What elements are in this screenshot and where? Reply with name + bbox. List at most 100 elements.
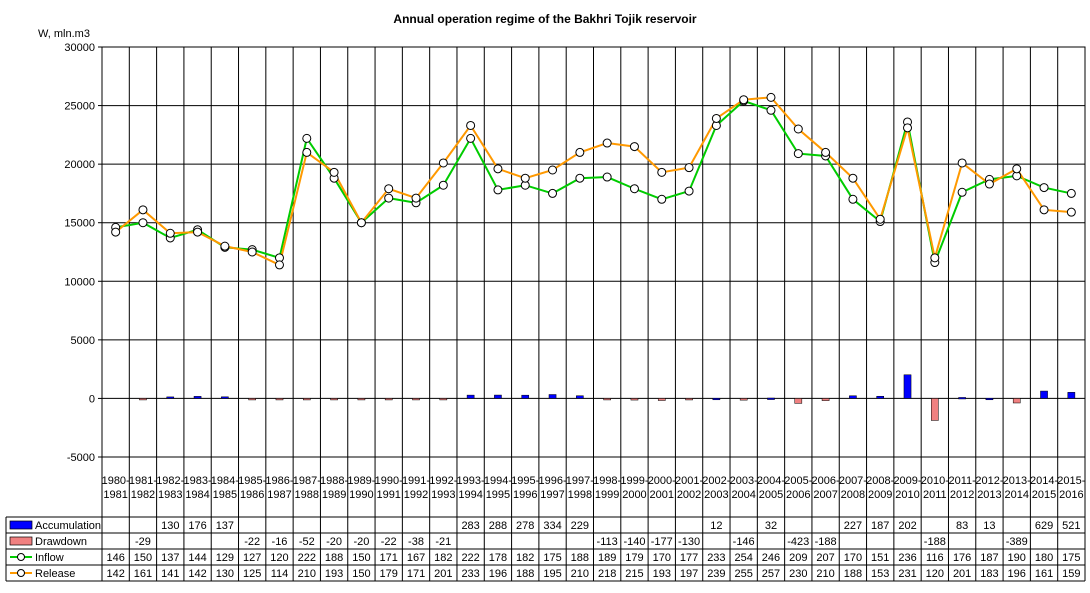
y-tick-label: 25000 <box>64 101 95 113</box>
data-label-inflow: 151 <box>871 552 889 564</box>
point-inflow <box>138 218 148 228</box>
data-label-release: 183 <box>980 568 998 580</box>
bar-accumulation <box>494 394 502 399</box>
data-label-inflow: 180 <box>1035 552 1053 564</box>
point-release <box>821 147 831 157</box>
data-label-release: 210 <box>816 568 834 580</box>
data-label-release: 130 <box>216 568 234 580</box>
data-label-inflow: 171 <box>380 552 398 564</box>
x-tick-label: 1997- <box>566 475 594 487</box>
x-tick-label: 2003 <box>704 489 728 501</box>
data-label-release: 210 <box>298 568 316 580</box>
point-release <box>520 173 530 183</box>
x-tick-label: 2008- <box>866 475 894 487</box>
legend-marker-release <box>17 569 25 577</box>
x-tick-label: 1993- <box>457 475 485 487</box>
x-tick-label: 2006 <box>786 489 810 501</box>
x-tick-label: 1994 <box>458 489 482 501</box>
point-inflow <box>957 187 967 197</box>
data-label-release: 153 <box>871 568 889 580</box>
data-label-release: 231 <box>898 568 916 580</box>
data-label-inflow: 170 <box>653 552 671 564</box>
legend-label-drawdown: Drawdown <box>35 536 87 548</box>
bar-drawdown <box>275 398 284 401</box>
x-tick-label: 1982 <box>131 489 155 501</box>
x-tick-label: 1983- <box>183 475 211 487</box>
bar-drawdown <box>603 398 611 401</box>
point-release <box>548 165 558 175</box>
point-inflow <box>657 194 667 204</box>
x-tick-label: 1993 <box>431 489 455 501</box>
data-label-inflow: 182 <box>434 552 452 564</box>
point-release <box>930 253 940 263</box>
point-release <box>875 214 885 224</box>
x-tick-label: 1988 <box>295 489 319 501</box>
data-label-drawdown: -146 <box>733 536 755 548</box>
x-tick-label: 2002- <box>702 475 730 487</box>
data-label-inflow: 178 <box>489 552 507 564</box>
data-label-accumulation: 13 <box>983 520 995 532</box>
x-tick-label: 1984 <box>185 489 209 501</box>
x-tick-label: 1994- <box>484 475 512 487</box>
point-inflow <box>438 180 448 190</box>
data-label-inflow: 190 <box>1008 552 1026 564</box>
x-tick-label: 1985 <box>213 489 237 501</box>
data-label-accumulation: 187 <box>871 520 889 532</box>
point-release <box>302 147 312 157</box>
x-tick-label: 1996 <box>513 489 537 501</box>
data-label-release: 193 <box>325 568 343 580</box>
bar-accumulation <box>1067 392 1076 399</box>
x-tick-label: 2013- <box>1003 475 1031 487</box>
data-label-inflow: 236 <box>898 552 916 564</box>
data-label-accumulation: 137 <box>216 520 234 532</box>
x-tick-label: 2004- <box>757 475 785 487</box>
x-tick-label: 2015 <box>1032 489 1056 501</box>
point-release <box>274 260 284 270</box>
x-tick-label: 2016 <box>1059 489 1083 501</box>
data-label-drawdown: -22 <box>244 536 260 548</box>
data-label-inflow: 188 <box>571 552 589 564</box>
x-tick-label: 2015- <box>1057 475 1085 487</box>
x-tick-label: 2012 <box>950 489 974 501</box>
x-tick-label: 2001- <box>675 475 703 487</box>
point-release <box>329 167 339 177</box>
data-label-inflow: 222 <box>461 552 479 564</box>
data-label-inflow: 209 <box>789 552 807 564</box>
data-label-accumulation: 12 <box>710 520 722 532</box>
data-label-inflow: 207 <box>816 552 834 564</box>
bar-drawdown <box>931 398 939 421</box>
bar-accumulation <box>548 394 557 399</box>
data-label-release: 230 <box>789 568 807 580</box>
x-tick-label: 1987- <box>293 475 321 487</box>
legend-label-inflow: Inflow <box>35 552 64 564</box>
x-tick-label: 1983 <box>158 489 182 501</box>
data-label-release: 114 <box>271 568 289 580</box>
bar-drawdown <box>739 398 748 401</box>
data-label-release: 188 <box>516 568 534 580</box>
data-label-release: 161 <box>1035 568 1053 580</box>
point-release <box>739 95 749 105</box>
x-tick-label: 1981- <box>129 475 157 487</box>
data-label-release: 239 <box>707 568 725 580</box>
x-tick-label: 2006- <box>812 475 840 487</box>
bar-drawdown <box>357 398 366 401</box>
point-inflow <box>1039 183 1049 193</box>
data-label-inflow: 246 <box>762 552 780 564</box>
data-label-accumulation: 176 <box>188 520 206 532</box>
data-label-drawdown: -20 <box>326 536 342 548</box>
data-label-release: 233 <box>461 568 479 580</box>
data-label-release: 188 <box>844 568 862 580</box>
x-tick-label: 1981 <box>103 489 127 501</box>
data-label-drawdown: -188 <box>815 536 837 548</box>
x-tick-label: 2000- <box>648 475 676 487</box>
legend-label-release: Release <box>35 568 75 580</box>
x-tick-label: 2005- <box>784 475 812 487</box>
x-tick-label: 1990- <box>375 475 403 487</box>
x-tick-label: 2013 <box>977 489 1001 501</box>
data-label-drawdown: -38 <box>408 536 424 548</box>
point-inflow <box>629 184 639 194</box>
data-label-inflow: 187 <box>980 552 998 564</box>
data-label-drawdown: -389 <box>1006 536 1028 548</box>
data-label-inflow: 233 <box>707 552 725 564</box>
y-tick-label: 30000 <box>64 42 95 54</box>
